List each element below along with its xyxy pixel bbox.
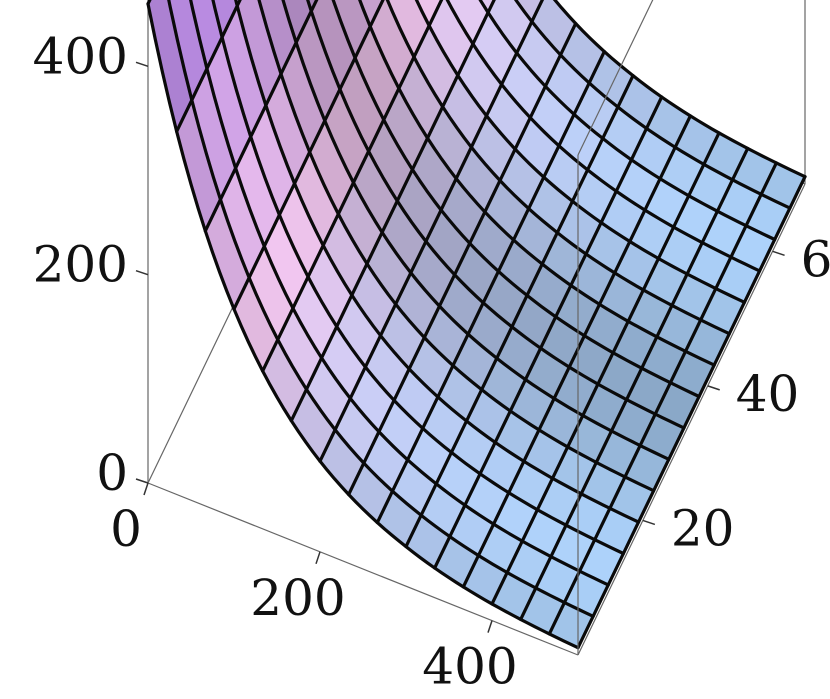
mesh-line-y <box>281 0 671 461</box>
surface-patch <box>480 0 495 14</box>
mesh-line-y <box>414 0 747 304</box>
mesh-line-x <box>261 0 444 373</box>
x-tick-label: 200 <box>250 569 345 627</box>
mesh-line-y <box>146 2 580 650</box>
mesh-line-y <box>189 0 610 587</box>
x-tick-label: 400 <box>422 638 517 696</box>
z-tick-label: 0 <box>96 444 128 502</box>
box-edge-front <box>577 183 806 656</box>
mesh-line-x <box>490 131 721 606</box>
y-tick <box>707 385 720 391</box>
mesh-line-x <box>576 175 807 650</box>
z-tick <box>135 478 149 484</box>
box-edge-front <box>147 482 579 656</box>
mesh-line-y <box>358 0 716 367</box>
y-tick-label: 60 <box>801 230 830 288</box>
axis-ticks <box>135 61 785 633</box>
mesh-line-x <box>318 0 545 463</box>
x-tick-label: 0 <box>110 500 142 558</box>
box-edge-front <box>577 0 654 156</box>
mesh-line-y <box>211 0 626 556</box>
mesh-line-x <box>289 0 496 423</box>
y-tick <box>772 250 785 256</box>
mesh-line-y <box>478 0 777 242</box>
mesh-line-y <box>331 0 701 399</box>
mesh-line-x <box>404 74 635 549</box>
mesh-line-y <box>257 0 656 493</box>
mesh-line-x <box>175 0 242 134</box>
y-tick-label: 20 <box>671 499 735 557</box>
x-tick <box>143 482 149 496</box>
mesh-line-x <box>547 161 778 636</box>
mesh-line-y <box>445 0 762 273</box>
mesh-line-x <box>232 0 385 311</box>
mesh-line-y <box>513 0 792 210</box>
mesh-line-y <box>552 0 807 179</box>
mesh-line-x <box>347 21 578 497</box>
mesh-line-x <box>375 49 606 525</box>
y-tick <box>642 519 656 526</box>
z-tick <box>135 269 149 276</box>
surface-mesh <box>146 0 807 650</box>
mesh-line-x <box>519 146 750 622</box>
y-tick-label: 40 <box>736 365 800 423</box>
axis-tick-labels: 0 200 400 0 200 400 20 40 60 <box>33 27 830 695</box>
x-tick <box>315 551 321 565</box>
mesh-line-y <box>167 0 595 618</box>
mesh-line-y <box>385 0 731 336</box>
mesh-line-x <box>433 95 664 570</box>
mesh-line-x <box>461 114 692 589</box>
mesh-line-y <box>306 0 686 430</box>
x-tick <box>487 620 493 633</box>
mesh-line-x <box>203 0 319 233</box>
bounding-box-front <box>147 0 806 656</box>
z-tick <box>135 61 149 68</box>
z-tick-label: 400 <box>33 27 128 85</box>
z-tick-label: 200 <box>33 236 128 294</box>
mesh-line-y <box>234 0 641 524</box>
